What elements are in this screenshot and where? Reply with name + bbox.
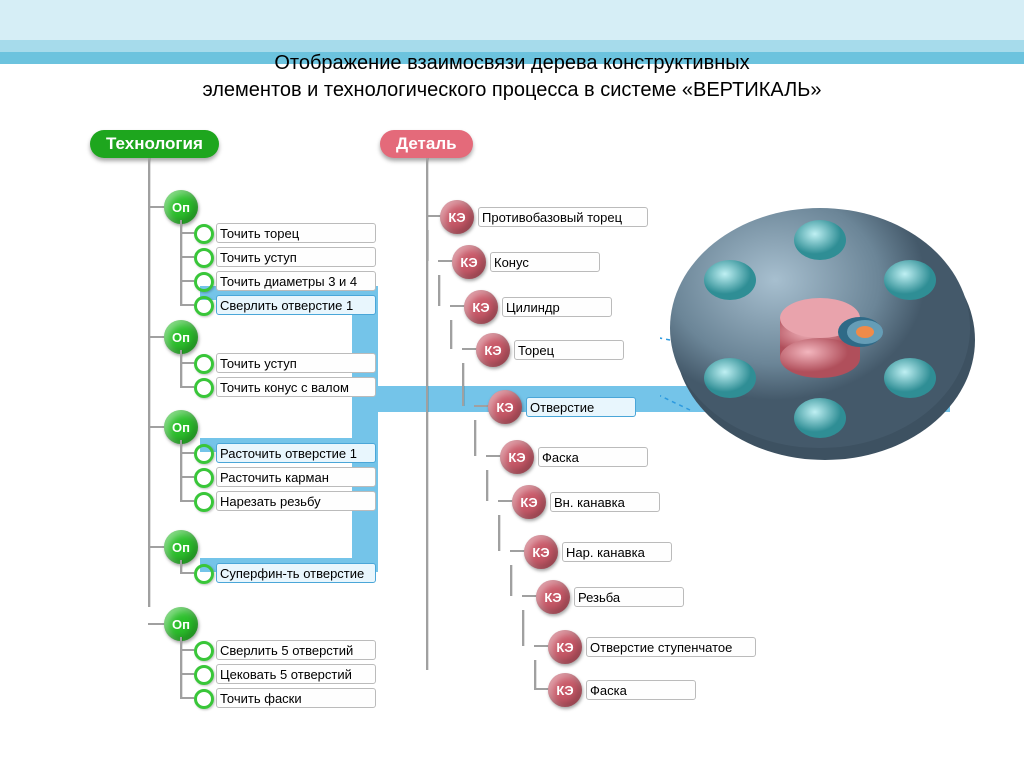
tech-op-bubble: Оп [164, 607, 198, 641]
part-stair [426, 230, 428, 261]
tech-step-label: Расточить карман [220, 470, 329, 485]
part-item-label: Отверстие [530, 400, 594, 415]
part-ke-bubble: КЭ [524, 535, 558, 569]
part-ke-bubble: КЭ [512, 485, 546, 519]
diagram-canvas: Технология Оп Точить торец Точить уступ Точи… [80, 130, 950, 750]
part-root-pill: Деталь [380, 130, 473, 158]
tech-branch-trunk [180, 440, 182, 502]
part-item-label: Нар. канавка [566, 545, 645, 560]
tech-step-ring [194, 665, 214, 685]
part-item-label: Отверстие ступенчатое [590, 640, 732, 655]
part-ke-bubble: КЭ [488, 390, 522, 424]
tech-step-label: Сверлить отверстие 1 [220, 298, 353, 313]
tech-step-tick [180, 452, 194, 454]
tech-step-label: Расточить отверстие 1 [220, 446, 357, 461]
tech-step-tick [180, 649, 194, 651]
part-ke-bubble: КЭ [440, 200, 474, 234]
part-item-label: Конус [494, 255, 529, 270]
tech-op-bubble: Оп [164, 190, 198, 224]
tech-step-ring [194, 272, 214, 292]
tech-step-label: Суперфин-ть отверстие [220, 566, 364, 581]
tech-step-tick [180, 572, 194, 574]
tech-step-label: Точить уступ [220, 356, 297, 371]
tech-step-ring [194, 224, 214, 244]
part-item-label: Вн. канавка [554, 495, 625, 510]
tech-trunk [148, 158, 150, 607]
part-stair [510, 565, 512, 596]
part-stair [534, 660, 536, 689]
part-item-label: Цилиндр [506, 300, 560, 315]
part-ke-bubble: КЭ [500, 440, 534, 474]
tech-root-pill: Технология [90, 130, 219, 158]
tech-op-bubble: Оп [164, 530, 198, 564]
tech-step-ring [194, 354, 214, 374]
part-stair [450, 320, 452, 349]
tech-step-ring [194, 564, 214, 584]
tech-branch-trunk [180, 637, 182, 699]
part-item-label: Противобазовый торец [482, 210, 622, 225]
tech-step-label: Точить фаски [220, 691, 302, 706]
part-item-label: Резьба [578, 590, 620, 605]
tech-step-ring [194, 248, 214, 268]
tech-step-tick [180, 386, 194, 388]
tech-step-ring [194, 296, 214, 316]
tech-step-tick [180, 232, 194, 234]
part-stair [474, 420, 476, 456]
tech-step-ring [194, 689, 214, 709]
tech-step-label: Точить конус с валом [220, 380, 349, 395]
link-band-vertical [352, 290, 378, 564]
part-ke-bubble: КЭ [464, 290, 498, 324]
part-3d-render [660, 180, 990, 510]
tech-step-ring [194, 468, 214, 488]
tech-step-label: Точить диаметры 3 и 4 [220, 274, 357, 289]
header-stripe [0, 0, 1024, 40]
part-ke-bubble: КЭ [476, 333, 510, 367]
part-ke-bubble: КЭ [536, 580, 570, 614]
tech-step-ring [194, 378, 214, 398]
tech-step-tick [180, 697, 194, 699]
tech-step-label: Нарезать резьбу [220, 494, 321, 509]
page-title: Отображение взаимосвязи дерева конструкт… [0, 50, 1024, 104]
tech-step-tick [180, 362, 194, 364]
part-stair [438, 275, 440, 306]
tech-op-bubble: Оп [164, 320, 198, 354]
tech-step-ring [194, 444, 214, 464]
tech-step-tick [180, 304, 194, 306]
part-item-label: Фаска [590, 683, 627, 698]
part-ke-bubble: КЭ [548, 630, 582, 664]
tech-step-ring [194, 492, 214, 512]
tech-step-tick [180, 476, 194, 478]
part-ke-bubble: КЭ [548, 673, 582, 707]
part-stair [486, 470, 488, 501]
tech-step-tick [180, 500, 194, 502]
tech-step-label: Цековать 5 отверстий [220, 667, 352, 682]
tech-step-tick [180, 280, 194, 282]
tech-step-label: Точить торец [220, 226, 299, 241]
part-item-label: Фаска [542, 450, 579, 465]
tech-step-tick [180, 673, 194, 675]
tech-step-label: Точить уступ [220, 250, 297, 265]
tech-op-bubble: Оп [164, 410, 198, 444]
part-ke-bubble: КЭ [452, 245, 486, 279]
tech-step-label: Сверлить 5 отверстий [220, 643, 353, 658]
part-stair [498, 515, 500, 551]
tech-step-tick [180, 256, 194, 258]
part-item-label: Торец [518, 343, 554, 358]
tech-branch-trunk [180, 350, 182, 388]
tech-step-ring [194, 641, 214, 661]
part-stair [522, 610, 524, 646]
part-stair [462, 363, 464, 406]
